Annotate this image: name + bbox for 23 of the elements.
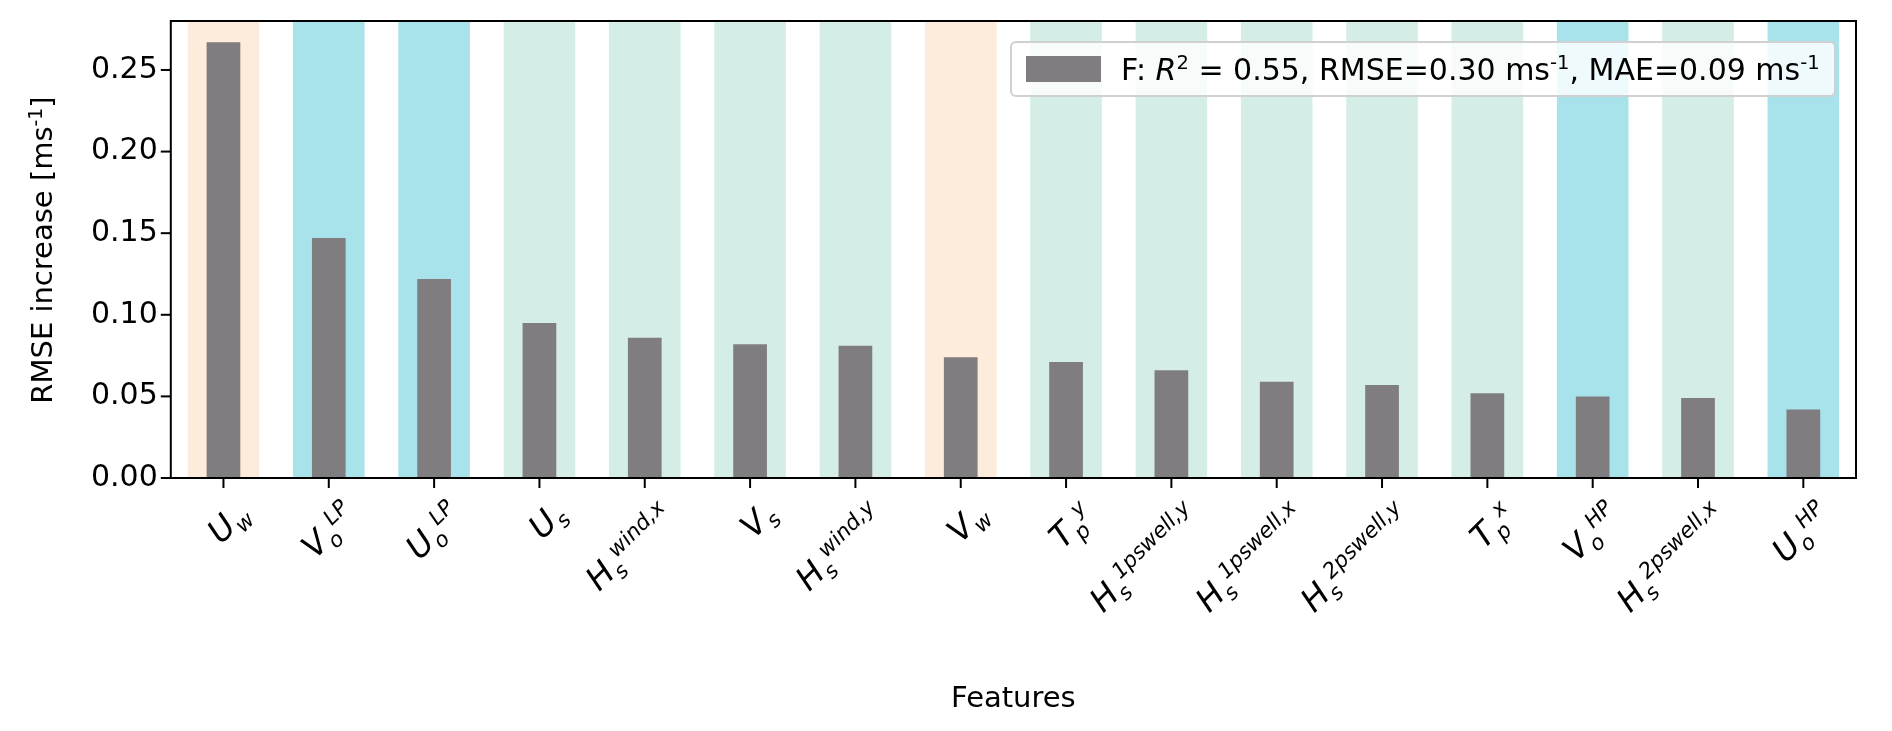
bar: [1259, 381, 1294, 478]
bar: [943, 357, 978, 478]
y-tick-label: 0.20: [91, 131, 158, 167]
y-tick-label: 0.05: [91, 376, 158, 412]
y-tick-label: 0.10: [91, 294, 158, 330]
legend-label: F: R$^{2}$ = 0.55, RMSE=0.30 ms$^{-1}$, MAE=0.09 ms$^{-1}$: [1121, 51, 1820, 87]
bar: [627, 337, 662, 478]
bar: [1681, 398, 1715, 478]
x-axis-title: Features: [951, 680, 1076, 714]
bar: [1470, 393, 1505, 478]
y-tick-label: 0.25: [91, 49, 158, 85]
bar: [1154, 370, 1189, 478]
bar: [1786, 409, 1821, 478]
bar: [1365, 384, 1399, 478]
bar: [1049, 362, 1083, 478]
bar: [311, 238, 346, 478]
bar: [417, 278, 451, 478]
y-tick-label: 0.15: [91, 212, 158, 248]
bar: [733, 344, 767, 478]
bar: [522, 322, 557, 478]
bar: [1575, 396, 1610, 478]
y-tick-label: 0.00: [91, 457, 158, 493]
bar: [838, 345, 873, 478]
